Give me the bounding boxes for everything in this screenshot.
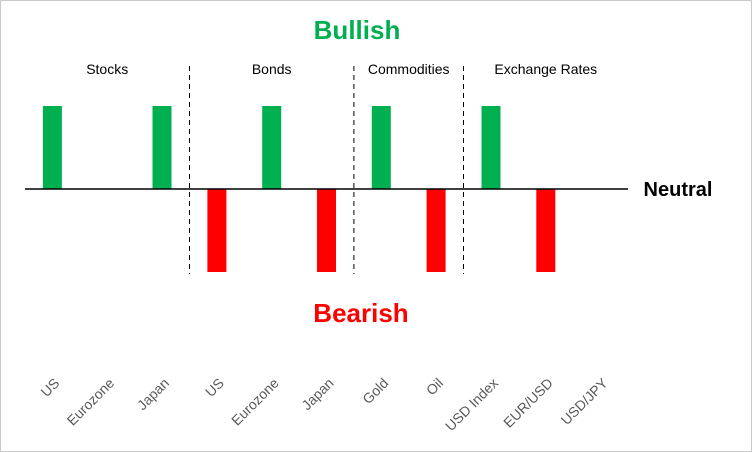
tick-label-2: Japan: [134, 375, 172, 413]
group-dividers: [189, 66, 464, 274]
bar-5: [317, 189, 336, 272]
tick-labels: US Eurozone Japan US Eurozone Japan Gold OilUSD…: [37, 374, 611, 434]
group-label-0: Stocks: [86, 61, 128, 77]
tick-label-5: Japan: [298, 375, 336, 413]
bullish-label: Bullish: [314, 15, 401, 45]
group-label-2: Commodities: [368, 61, 450, 77]
group-label-1: Bonds: [252, 61, 292, 77]
tick-label-1: Eurozone: [64, 375, 118, 429]
bars: [42, 106, 556, 272]
bar-4: [262, 106, 282, 189]
bar-2: [152, 106, 172, 189]
bar-3: [207, 189, 227, 272]
group-label-3: Exchange Rates: [494, 61, 597, 77]
tick-label-9: EUR/USD: [500, 375, 556, 431]
tick-label-8: USD Index: [442, 375, 501, 434]
bearish-label: Bearish: [313, 298, 408, 328]
bar-7: [426, 189, 446, 272]
tick-label-7: Oil: [423, 375, 446, 398]
tick-label-4: Eurozone: [228, 375, 282, 429]
tick-label-6: Gold: [359, 375, 391, 407]
tick-label-0: US: [37, 375, 62, 400]
bar-6: [371, 106, 391, 189]
tick-label-3: US: [202, 375, 227, 400]
bar-0: [42, 106, 62, 189]
bar-8: [481, 106, 501, 189]
tick-label-10: USD/JPY: [558, 374, 612, 428]
neutral-label: Neutral: [644, 179, 713, 201]
bar-9: [536, 189, 556, 272]
group-labels: Stocks Bonds Commodities Exchange Rates: [86, 61, 597, 77]
